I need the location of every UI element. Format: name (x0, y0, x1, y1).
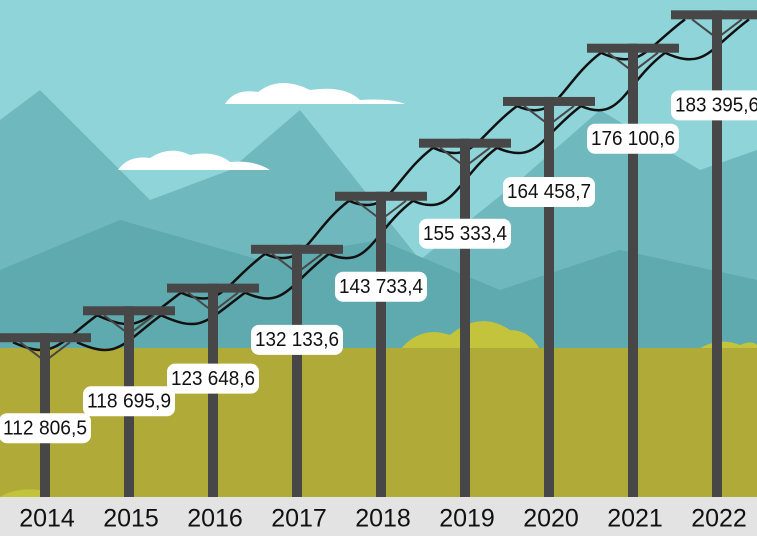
value-label: 164 458,7 (507, 181, 591, 203)
crossbar (167, 284, 259, 293)
crossbar (83, 306, 175, 315)
value-label: 155 333,4 (423, 223, 507, 245)
crossbar (587, 44, 679, 53)
crossbar (671, 10, 757, 19)
x-tick-label: 2017 (271, 505, 327, 533)
value-label: 132 133,6 (255, 329, 339, 351)
crossbar (251, 245, 343, 254)
crossbar (419, 139, 511, 148)
pole (376, 192, 386, 497)
x-tick-label: 2021 (607, 505, 663, 533)
value-label: 123 648,6 (171, 368, 255, 390)
pole (292, 245, 302, 497)
pole (460, 139, 470, 497)
x-tick-label: 2020 (523, 505, 579, 533)
pole (712, 10, 722, 497)
x-tick-label: 2016 (187, 505, 243, 533)
value-label: 143 733,4 (339, 276, 423, 298)
crossbar (503, 97, 595, 106)
x-tick-label: 2022 (691, 505, 747, 533)
x-tick-label: 2014 (19, 505, 75, 533)
value-label: 118 695,9 (87, 391, 171, 413)
value-label: 176 100,6 (591, 128, 675, 150)
pole (544, 97, 554, 497)
value-label: 183 395,6 (675, 95, 757, 117)
value-label: 112 806,5 (3, 417, 87, 439)
pole (628, 44, 638, 497)
x-tick-label: 2019 (439, 505, 495, 533)
crossbar (335, 192, 427, 201)
x-tick-label: 2018 (355, 505, 411, 533)
x-tick-label: 2015 (103, 505, 159, 533)
crossbar (0, 333, 91, 342)
chart: 112 806,5118 695,9123 648,6132 133,6 143 … (0, 0, 757, 536)
